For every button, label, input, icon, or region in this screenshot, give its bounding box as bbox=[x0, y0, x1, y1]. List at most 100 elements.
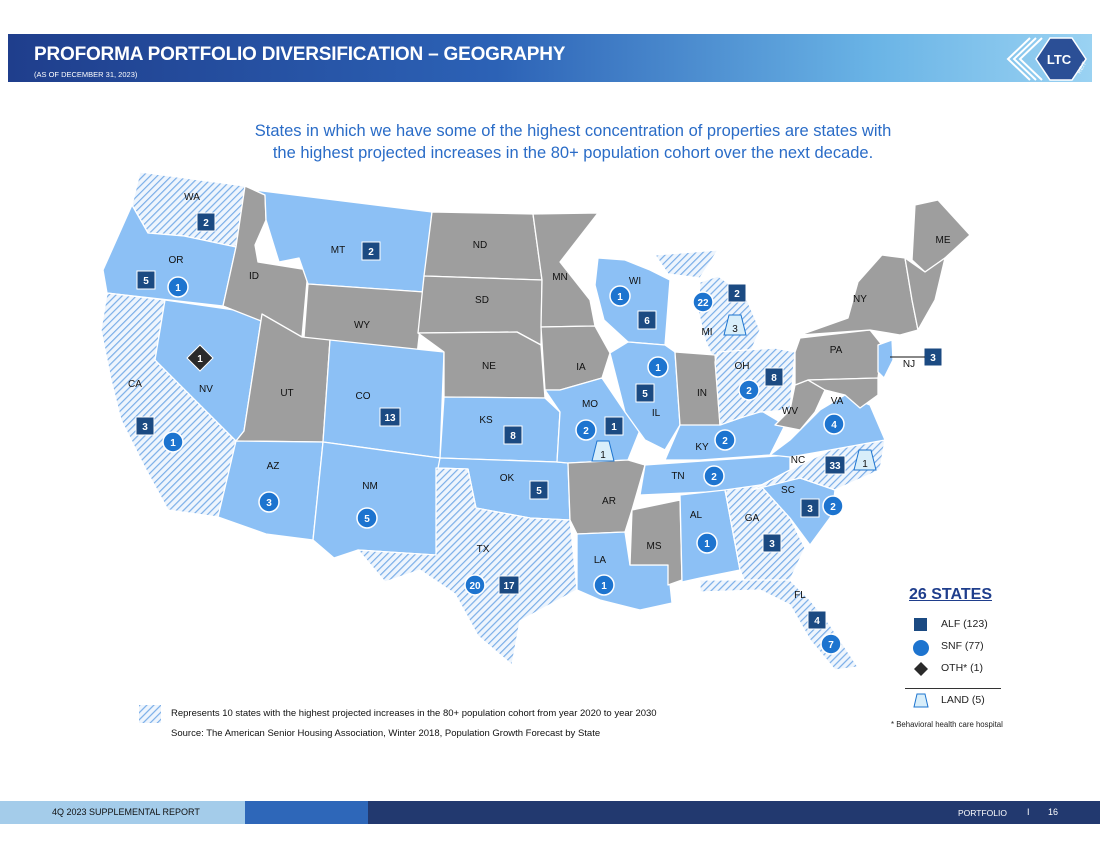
headline-line-1: States in which we have some of the high… bbox=[254, 122, 892, 140]
marker-value: 3 bbox=[266, 498, 272, 509]
marker-value: 2 bbox=[734, 289, 740, 300]
marker-value: 1 bbox=[197, 354, 203, 365]
marker-snf-mi: 22 bbox=[692, 291, 714, 313]
state-label-sd: SD bbox=[475, 295, 489, 306]
land-trapezoid-icon bbox=[913, 693, 929, 708]
state-label-wi: WI bbox=[629, 276, 641, 287]
legend-footnote: * Behavioral health care hospital bbox=[891, 720, 1003, 729]
source-note: Source: The American Senior Housing Asso… bbox=[171, 728, 601, 739]
marker-value: 7 bbox=[828, 640, 834, 651]
state-label-nm: NM bbox=[362, 481, 378, 492]
marker-value: 5 bbox=[143, 276, 149, 287]
state-label-or: OR bbox=[169, 255, 184, 266]
marker-snf-tn: 2 bbox=[703, 465, 725, 487]
footer-segment-dark bbox=[368, 801, 1100, 824]
marker-alf-tx: 17 bbox=[498, 575, 520, 595]
state-label-pa: PA bbox=[830, 345, 843, 356]
state-label-wv: WV bbox=[782, 406, 798, 417]
marker-snf-il: 1 bbox=[647, 356, 669, 378]
marker-value: 8 bbox=[771, 373, 777, 384]
hatch-swatch-icon bbox=[139, 705, 161, 723]
state-label-mn: MN bbox=[552, 272, 568, 283]
legend-item-land: LAND (5) bbox=[895, 688, 1045, 710]
marker-value: 1 bbox=[704, 539, 710, 550]
state-label-ar: AR bbox=[602, 496, 616, 507]
marker-snf-va: 4 bbox=[823, 413, 845, 435]
marker-land-mo: 1 bbox=[591, 440, 615, 462]
marker-value: 17 bbox=[503, 581, 515, 592]
state-label-va: VA bbox=[831, 396, 844, 407]
marker-alf-co: 13 bbox=[379, 407, 401, 427]
marker-value: 33 bbox=[829, 461, 841, 472]
marker-alf-ca: 3 bbox=[135, 416, 155, 436]
marker-snf-tx: 20 bbox=[464, 574, 486, 596]
marker-value: 2 bbox=[203, 218, 209, 229]
marker-snf-ca: 1 bbox=[162, 431, 184, 453]
marker-snf-wi: 1 bbox=[609, 285, 631, 307]
marker-value: 2 bbox=[746, 386, 752, 397]
legend-item-oth: OTH* (1) bbox=[895, 656, 1045, 678]
state-label-mo: MO bbox=[582, 399, 598, 410]
marker-value: 4 bbox=[814, 616, 820, 627]
state-tx bbox=[357, 467, 578, 666]
marker-value: 6 bbox=[644, 316, 650, 327]
hatch-note-text: Represents 10 states with the highest pr… bbox=[171, 708, 657, 719]
page-number: 16 bbox=[1048, 807, 1059, 817]
logo-subtext: REIT bbox=[1077, 61, 1088, 75]
state-label-ca: CA bbox=[128, 379, 142, 390]
state-nm bbox=[312, 441, 441, 559]
marker-value: 3 bbox=[732, 324, 738, 335]
footer: 4Q 2023 SUPPLEMENTAL REPORT PORTFOLIO I … bbox=[0, 801, 1100, 824]
marker-snf-az: 3 bbox=[258, 491, 280, 513]
state-label-mt: MT bbox=[331, 245, 345, 256]
marker-value: 22 bbox=[697, 298, 709, 309]
state-label-nj: NJ bbox=[903, 359, 915, 370]
legend-title: 26 STATES bbox=[909, 586, 992, 603]
oth-diamond-icon bbox=[914, 662, 928, 676]
state-label-nd: ND bbox=[473, 240, 487, 251]
marker-value: 5 bbox=[536, 486, 542, 497]
legend-label-land: LAND (5) bbox=[941, 694, 985, 706]
marker-snf-nm: 5 bbox=[356, 507, 378, 529]
legend-label-oth: OTH* (1) bbox=[941, 662, 983, 674]
state-label-ga: GA bbox=[745, 513, 760, 524]
state-label-ms: MS bbox=[647, 541, 662, 552]
marker-alf-mo: 1 bbox=[604, 416, 624, 436]
footer-segment-light bbox=[0, 801, 245, 824]
marker-oth-nv: 1 bbox=[186, 344, 214, 372]
marker-snf-or: 1 bbox=[167, 276, 189, 298]
marker-snf-sc: 2 bbox=[822, 495, 844, 517]
marker-value: 5 bbox=[642, 389, 648, 400]
state-az bbox=[217, 440, 324, 541]
marker-value: 3 bbox=[142, 422, 148, 433]
marker-alf-oh: 8 bbox=[764, 367, 784, 387]
marker-snf-oh: 2 bbox=[738, 379, 760, 401]
marker-alf-mt: 2 bbox=[361, 241, 381, 261]
alf-square-icon bbox=[914, 618, 927, 631]
footer-segment-mid bbox=[245, 801, 368, 824]
marker-alf-wi: 6 bbox=[637, 310, 657, 330]
ltc-logo: LTC REIT bbox=[1006, 37, 1088, 81]
headline-line-2: the highest projected increases in the 8… bbox=[272, 144, 874, 162]
state-label-az: AZ bbox=[267, 461, 280, 472]
marker-value: 1 bbox=[611, 422, 617, 433]
state-label-sc: SC bbox=[781, 485, 795, 496]
legend-item-alf: ALF (123) bbox=[895, 612, 1045, 634]
marker-snf-mo: 2 bbox=[575, 419, 597, 441]
us-map: WA OR CA NV ID MT WY UT CO AZ NM ND SD NE KS OK TX MN IA MO… bbox=[100, 171, 971, 671]
state-ar bbox=[567, 459, 646, 535]
state-label-ia: IA bbox=[576, 362, 586, 373]
page-title: PROFORMA PORTFOLIO DIVERSIFICATION – GEO… bbox=[34, 44, 566, 65]
footer-separator: I bbox=[1027, 807, 1030, 817]
state-label-la: LA bbox=[594, 555, 607, 566]
marker-land-mi: 3 bbox=[723, 314, 747, 336]
marker-alf-il: 5 bbox=[635, 383, 655, 403]
legend-label-snf: SNF (77) bbox=[941, 640, 984, 652]
marker-value: 1 bbox=[170, 438, 176, 449]
state-mo bbox=[544, 377, 641, 464]
footer-section: PORTFOLIO bbox=[958, 808, 1007, 818]
legend: 26 STATES ALF (123) SNF (77) OTH* (1) LA… bbox=[891, 586, 1045, 729]
state-label-mi: MI bbox=[701, 327, 712, 338]
marker-value: 3 bbox=[930, 353, 936, 364]
